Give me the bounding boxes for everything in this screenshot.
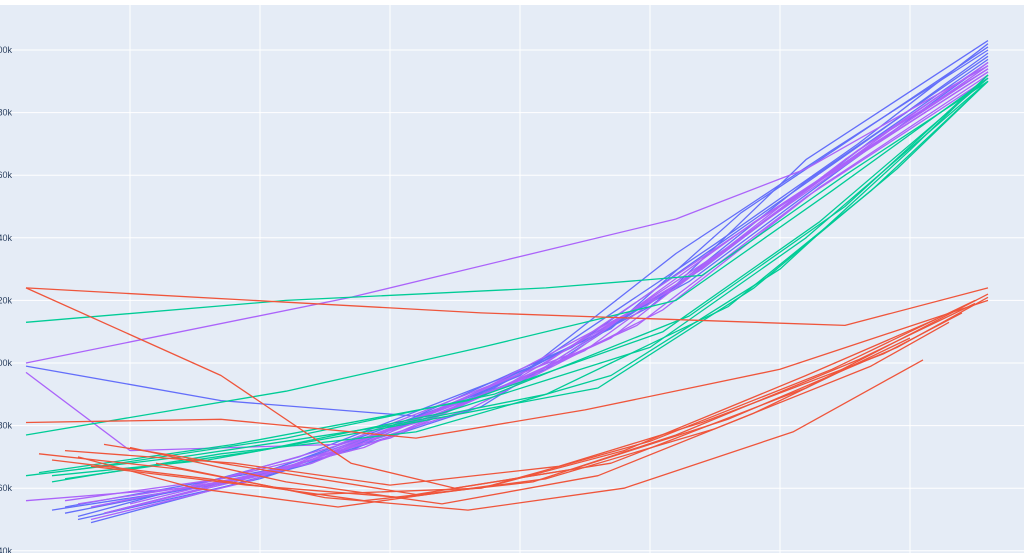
series-line bbox=[25, 77, 989, 436]
y-tick-label: 160k bbox=[0, 170, 12, 180]
series-line bbox=[25, 65, 989, 364]
series-line bbox=[129, 61, 989, 505]
series-line bbox=[77, 74, 989, 471]
series-group bbox=[25, 74, 989, 483]
y-tick-label: 100k bbox=[0, 358, 12, 368]
y-tick-label: 200k bbox=[0, 45, 12, 55]
y-tick-label: 80k bbox=[0, 421, 12, 431]
series-line bbox=[25, 299, 989, 439]
y-tick-label: 40k bbox=[0, 546, 12, 553]
y-tick-label: 120k bbox=[0, 295, 12, 305]
series-group bbox=[25, 287, 989, 511]
series-line bbox=[25, 80, 989, 323]
series-line bbox=[129, 337, 911, 505]
series-line bbox=[25, 68, 989, 452]
series-line bbox=[64, 77, 989, 502]
y-tick-label: 180k bbox=[0, 108, 12, 118]
y-tick-label: 140k bbox=[0, 233, 12, 243]
series-line bbox=[64, 80, 989, 480]
series-line bbox=[90, 49, 989, 524]
y-tick-label: 60k bbox=[0, 483, 12, 493]
plot-background bbox=[0, 5, 1024, 553]
series-line bbox=[90, 321, 950, 499]
series-line bbox=[25, 287, 989, 327]
series-line bbox=[51, 302, 976, 502]
series-line bbox=[51, 80, 989, 477]
series-lines bbox=[25, 40, 989, 524]
y-tick-labels: 40k 60k 80k 100k 120k 140k 160k 180k 200k bbox=[0, 45, 12, 553]
series-line bbox=[103, 296, 989, 496]
series-line bbox=[51, 74, 989, 483]
series-line bbox=[155, 359, 924, 511]
